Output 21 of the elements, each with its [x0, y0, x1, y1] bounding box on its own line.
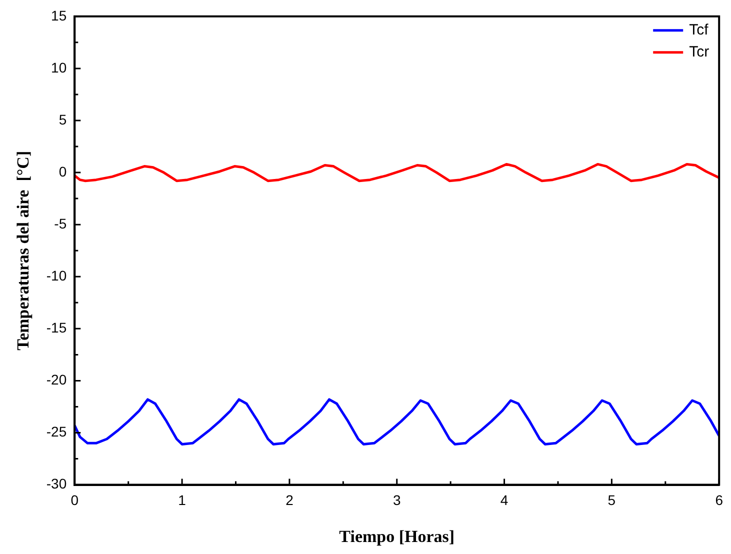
x-tick-label: 2 — [286, 492, 294, 508]
x-tick-label: 5 — [608, 492, 616, 508]
y-tick-label: -15 — [46, 320, 67, 336]
x-axis-title: Tiempo [Horas] — [339, 527, 455, 546]
y-tick-label: 0 — [58, 163, 67, 180]
y-tick-label: -25 — [46, 424, 67, 440]
x-tick-label: 6 — [715, 492, 724, 508]
y-tick-label: -30 — [46, 476, 67, 492]
legend-label: Tcr — [689, 44, 710, 61]
x-tick-label: 0 — [70, 492, 79, 508]
x-tick-label: 4 — [500, 492, 508, 508]
legend-label: Tcf — [689, 22, 710, 39]
y-tick-label: 5 — [58, 111, 67, 128]
x-tick-label: 3 — [392, 492, 401, 508]
y-axis-title: Temperaturas del aire [°C] — [14, 150, 33, 350]
y-tick-label: -20 — [46, 372, 67, 388]
y-tick-label: -5 — [54, 215, 67, 232]
y-tick-label: 10 — [51, 59, 67, 76]
y-tick-label: -10 — [46, 267, 67, 284]
x-tick-label: 1 — [178, 492, 186, 508]
y-tick-label: 15 — [51, 7, 67, 24]
